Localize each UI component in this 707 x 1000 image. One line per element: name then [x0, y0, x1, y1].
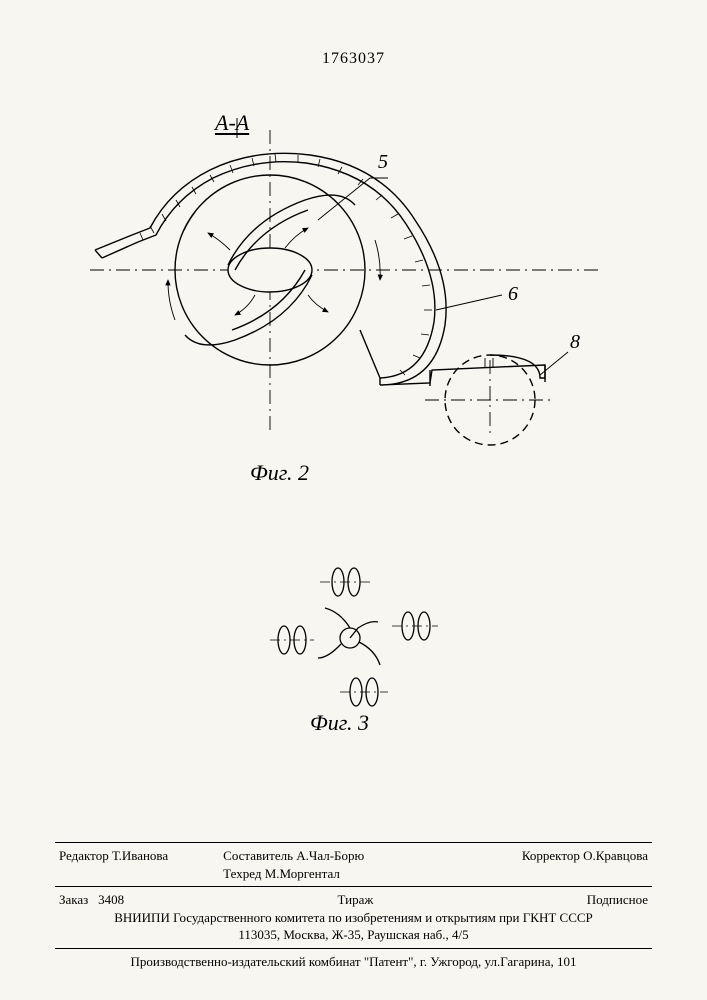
- printer-line: Производственно-издательский комбинат "П…: [55, 953, 652, 971]
- corrector-name: О.Кравцова: [583, 848, 648, 863]
- footer: Редактор Т.Иванова Составитель А.Чал-Бор…: [55, 838, 652, 970]
- tehred-label: Техред: [223, 866, 261, 881]
- org-line-1: ВНИИПИ Государственного комитета по изоб…: [55, 909, 652, 927]
- figure-2: 5 6 8: [80, 100, 610, 450]
- order-number: 3408: [98, 892, 124, 907]
- document-number: 1763037: [322, 50, 385, 68]
- figure-3: [260, 560, 440, 710]
- editor-name: Т.Иванова: [112, 848, 168, 863]
- callout-8: 8: [570, 331, 580, 353]
- compiler-label: Составитель: [223, 848, 293, 863]
- callout-5: 5: [378, 151, 388, 173]
- podpisnoe: Подписное: [587, 891, 648, 909]
- corrector-label: Корректор: [522, 848, 580, 863]
- figure-2-caption: Фиг. 2: [250, 460, 309, 486]
- figure-3-caption: Фиг. 3: [310, 710, 369, 736]
- editor-label: Редактор: [59, 848, 109, 863]
- page: 1763037 А-А: [0, 0, 707, 1000]
- editor-cell: Редактор Т.Иванова: [59, 847, 168, 882]
- order-row: Заказ 3408 Тираж Подписное: [55, 891, 652, 909]
- credits-row: Редактор Т.Иванова Составитель А.Чал-Бор…: [55, 847, 652, 882]
- tehred-name: М.Моргентал: [265, 866, 340, 881]
- center-credits: Составитель А.Чал-Борю Техред М.Моргента…: [168, 847, 522, 882]
- order-label: Заказ: [59, 892, 88, 907]
- tirazh-label: Тираж: [338, 891, 374, 909]
- org-line-2: 113035, Москва, Ж-35, Раушская наб., 4/5: [55, 926, 652, 944]
- compiler-name: А.Чал-Борю: [296, 848, 364, 863]
- corrector-cell: Корректор О.Кравцова: [522, 847, 648, 882]
- callout-6: 6: [508, 283, 518, 305]
